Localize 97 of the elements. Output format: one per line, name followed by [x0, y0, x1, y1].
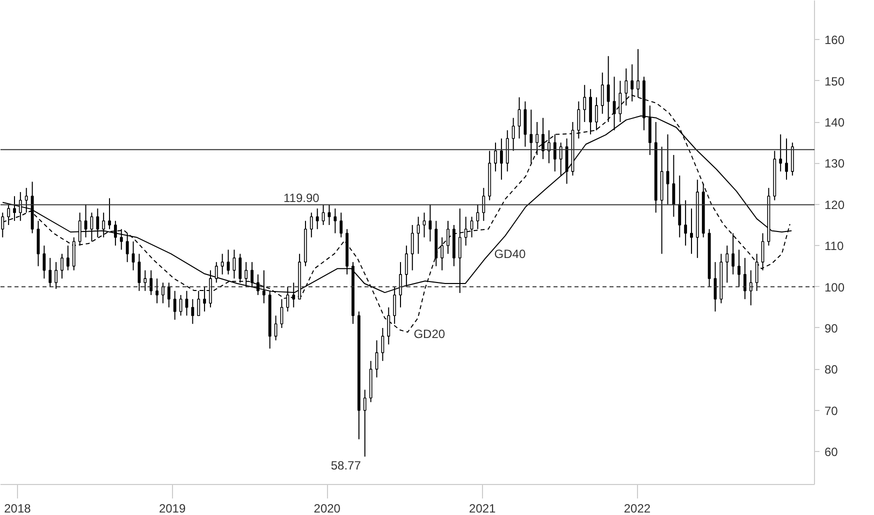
candlestick [114, 220, 117, 246]
candlestick [779, 134, 782, 172]
candlestick [108, 198, 111, 230]
candlestick [60, 253, 64, 280]
candlestick [672, 154, 676, 218]
candlestick [102, 212, 106, 238]
y-tick-label: 140 [824, 116, 845, 130]
candlestick [749, 270, 752, 306]
y-tick-label: 80 [824, 362, 838, 377]
candlestick [162, 282, 164, 304]
candlestick [732, 232, 735, 275]
candlestick [500, 138, 503, 180]
candlestick [340, 212, 343, 238]
candlestick [684, 200, 688, 246]
candlestick [156, 278, 158, 304]
candlestick [583, 84, 586, 123]
candlestick [18, 192, 22, 222]
candlestick [363, 389, 366, 458]
candlestick [548, 130, 550, 164]
candlestick [78, 212, 82, 246]
candlestick [482, 187, 486, 222]
candlestick [310, 212, 313, 238]
y-tick-label: 110 [824, 239, 844, 254]
candlestick [600, 72, 604, 114]
x-tick-label: 2021 [469, 502, 496, 515]
candlestick [150, 270, 153, 296]
candlestick [120, 228, 123, 250]
x-tick-label: 2018 [4, 502, 32, 515]
series-label: GD20 [414, 327, 446, 342]
candlestick [322, 204, 325, 226]
candlestick [54, 262, 58, 290]
candlestick [24, 187, 28, 214]
candlestick [185, 290, 188, 316]
candlestick [422, 212, 426, 238]
candlestick [138, 253, 141, 292]
candlestick [381, 327, 384, 362]
candlestick [96, 208, 100, 238]
candlestick [220, 253, 224, 275]
candlestick [334, 208, 337, 234]
candlestick [250, 262, 254, 288]
candlestick [7, 204, 10, 226]
candlestick [494, 142, 497, 172]
series-label: GD40 [494, 246, 526, 261]
candlestick [743, 257, 746, 300]
candlestick [274, 315, 278, 341]
candlestick [191, 298, 194, 324]
candlestick [167, 282, 170, 308]
candlestick [328, 204, 331, 226]
candlestick [404, 245, 408, 288]
candlestick [238, 253, 242, 284]
y-tick-label: 90 [824, 321, 838, 336]
annotation: 58.77 [330, 458, 362, 473]
candlestick [66, 245, 70, 271]
candlestick [446, 220, 450, 254]
candlestick [512, 117, 515, 152]
candlestick [90, 212, 94, 242]
candlestick [738, 249, 740, 288]
y-tick-label: 120 [824, 198, 845, 212]
candlestick [197, 290, 200, 316]
y-tick-label: 130 [824, 156, 845, 171]
annotation: 119.90 [283, 190, 320, 205]
candlestick [553, 134, 556, 172]
candlestick [214, 262, 218, 284]
candlestick [542, 117, 544, 160]
y-tick-label: 150 [824, 74, 845, 88]
y-tick-label: 60 [824, 445, 838, 460]
x-tick-label: 2020 [314, 502, 341, 515]
candlestick [173, 290, 176, 320]
candlestick [416, 216, 420, 254]
candlestick [476, 204, 480, 230]
x-tick-label: 2022 [624, 502, 651, 515]
y-tick-label: 70 [824, 404, 838, 418]
y-tick-label: 160 [824, 33, 845, 48]
candlestick [464, 216, 468, 246]
candlestick [203, 286, 206, 312]
candlestick [559, 142, 562, 176]
candlestick [316, 208, 319, 230]
candlestick [726, 245, 729, 284]
candlestick [690, 208, 693, 254]
candlestick [536, 122, 539, 156]
candlestick [785, 138, 788, 180]
candlestick [13, 196, 16, 222]
x-tick-label: 2019 [158, 502, 186, 515]
candlestick [428, 204, 432, 242]
candlestick [48, 257, 52, 288]
candlestick [144, 270, 147, 292]
candlestick [126, 232, 129, 263]
candlestick [42, 245, 46, 280]
candlestick [440, 236, 444, 271]
candlestick [410, 224, 414, 271]
candlestick [577, 100, 580, 139]
candlestick [755, 253, 758, 292]
candlestick [244, 262, 248, 288]
candlestick [595, 96, 598, 131]
y-tick-label: 100 [824, 280, 845, 294]
candlestick [678, 175, 682, 238]
candlestick [530, 109, 533, 164]
